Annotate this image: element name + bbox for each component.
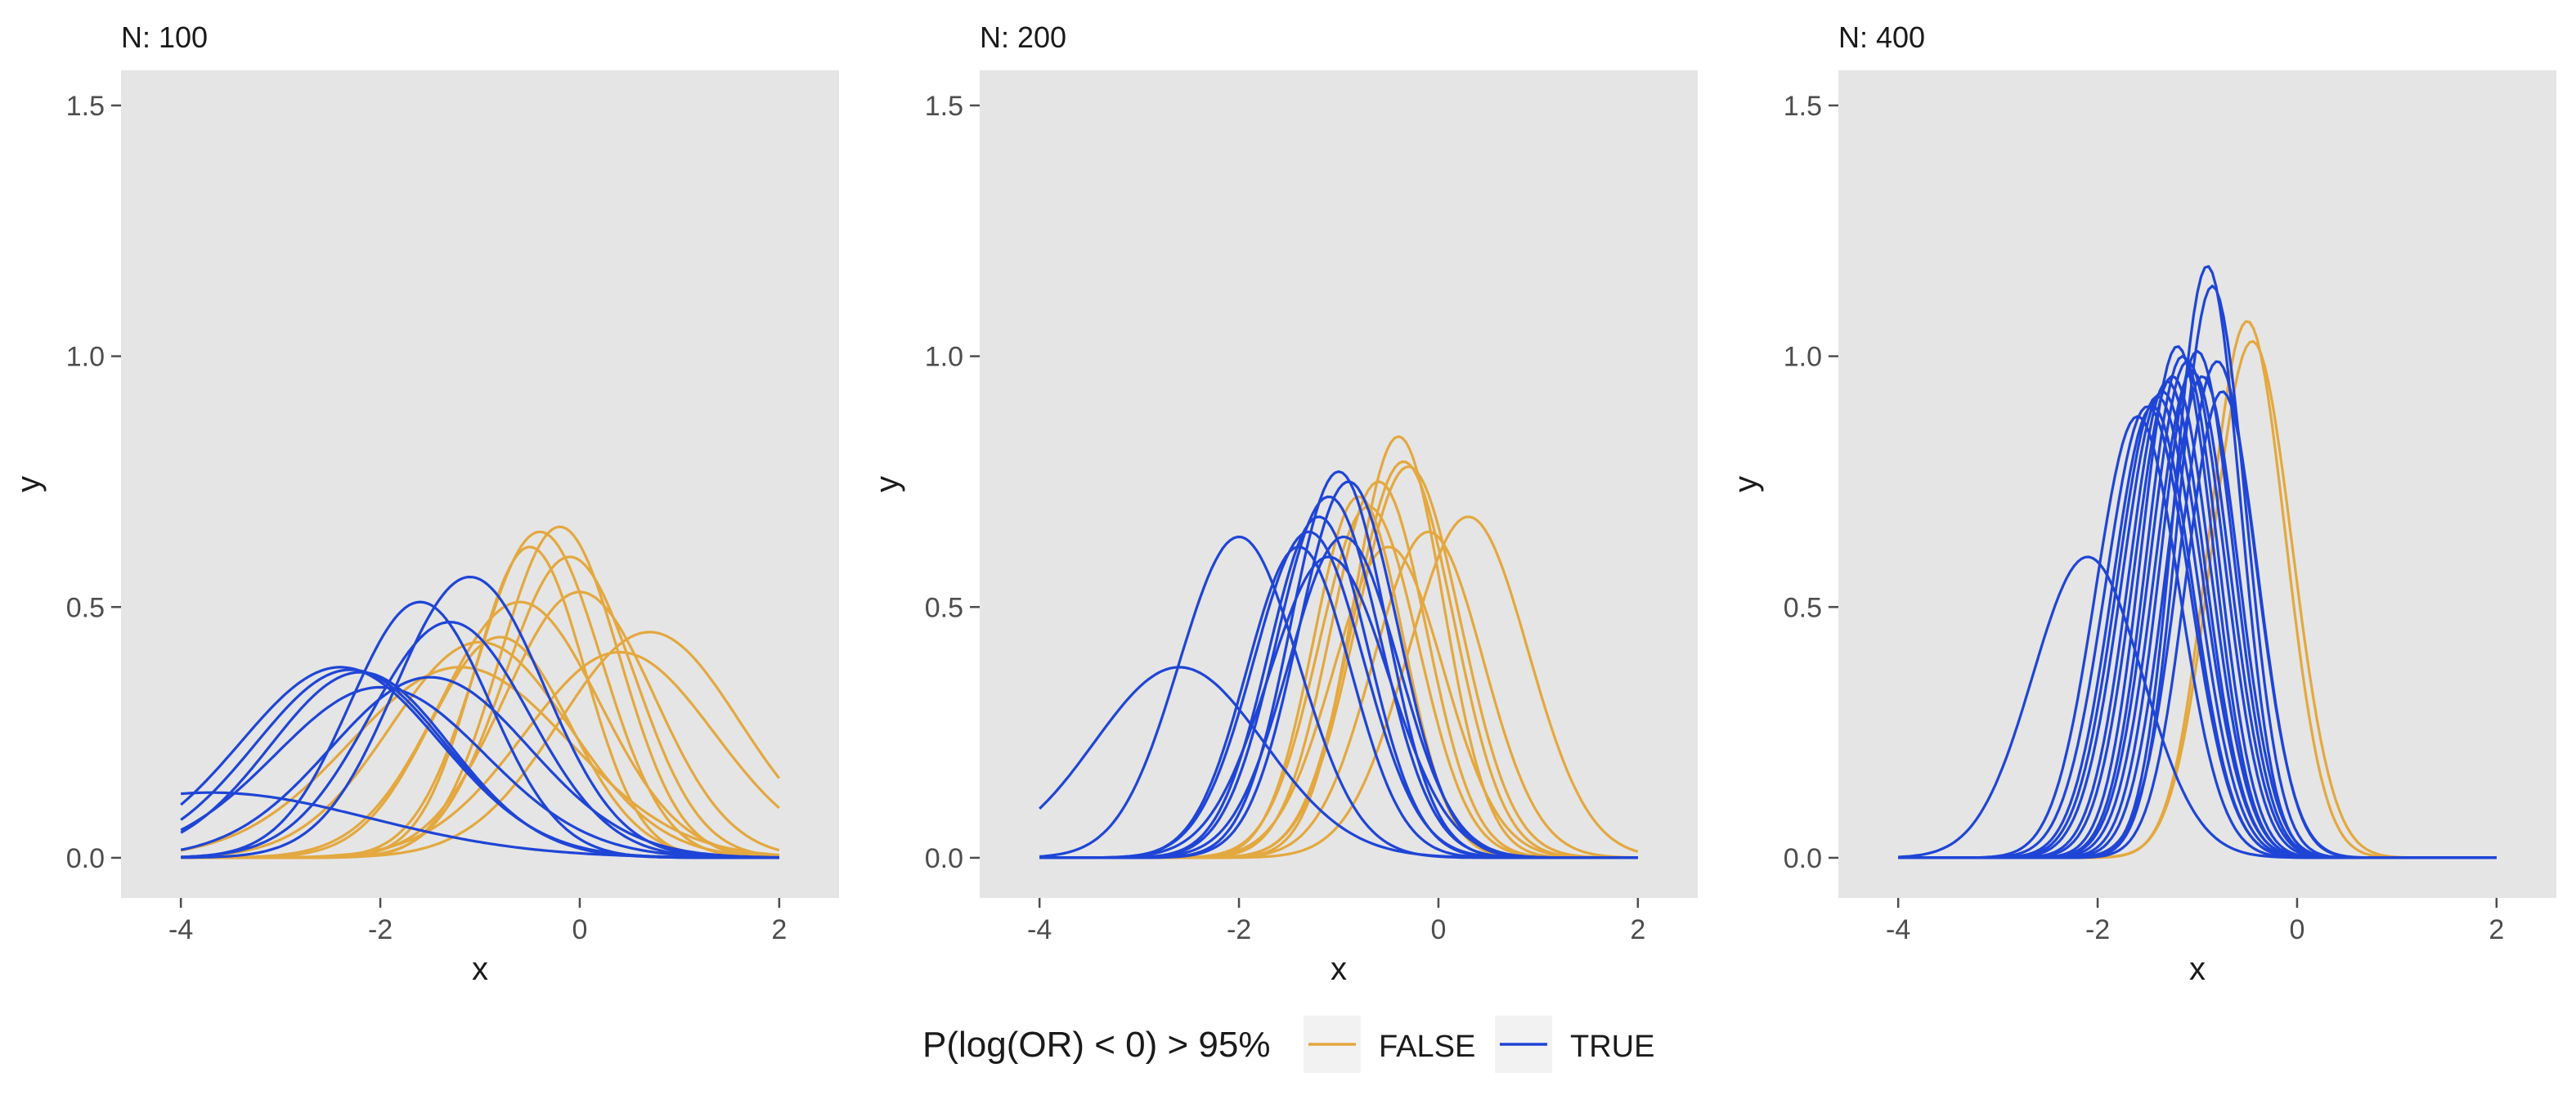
y-tick-label: 0.5: [66, 592, 105, 623]
facet-panel-1: N: 100 0.0 0.5 1.0 1.5 -4 -2 0 2 x y: [11, 20, 839, 987]
y-tick-label: 0.5: [1784, 592, 1822, 623]
facet-title: N: 100: [121, 20, 208, 54]
density-curve-true: [181, 791, 779, 859]
x-tick-label: 0: [572, 914, 587, 945]
y-tick-label: 0.5: [925, 592, 963, 623]
y-tick-label: 1.0: [66, 342, 105, 373]
x-tick-label: -4: [1886, 914, 1910, 945]
legend-label-true: TRUE: [1570, 1030, 1654, 1064]
y-tick-label: 1.5: [925, 91, 963, 122]
facet-panel-3: N: 400 0.0 0.5 1.0 1.5 -4 -2 0 2 x y: [1728, 20, 2556, 987]
x-tick-label: 2: [771, 914, 787, 945]
density-curves: [1039, 435, 1639, 859]
y-axis-title: y: [869, 476, 905, 492]
x-axis-title: x: [472, 951, 488, 987]
y-tick-label: 0.0: [925, 843, 963, 874]
x-axis-title: x: [2189, 951, 2206, 987]
density-curves: [180, 525, 781, 859]
y-tick-label: 1.5: [1784, 91, 1822, 122]
density-curve-true: [180, 685, 779, 859]
x-tick-label: 0: [2289, 914, 2304, 945]
x-tick-label: 2: [2488, 914, 2504, 945]
facet-title: N: 200: [980, 20, 1066, 54]
y-tick-label: 1.0: [925, 342, 963, 373]
density-curve-false: [181, 640, 779, 859]
x-tick-label: -4: [168, 914, 193, 945]
legend-title: P(log(OR) < 0) > 95%: [922, 1025, 1271, 1065]
legend-label-false: FALSE: [1379, 1030, 1475, 1064]
y-tick-label: 1.5: [66, 91, 105, 122]
x-tick-label: 0: [1430, 914, 1446, 945]
facet-panel-2: N: 200 0.0 0.5 1.0 1.5 -4 -2 0 2 x y: [869, 20, 1698, 987]
x-tick-label: -2: [2085, 914, 2110, 945]
density-curves: [1898, 265, 2497, 859]
x-tick-label: -2: [1227, 914, 1251, 945]
density-curve-true: [1039, 666, 1638, 859]
y-tick-label: 0.0: [1784, 843, 1822, 874]
x-tick-label: 2: [1630, 914, 1645, 945]
density-curve-true: [1898, 555, 2497, 859]
x-tick-label: -2: [368, 914, 393, 945]
density-curve-false: [180, 666, 779, 857]
density-curve-true: [181, 575, 779, 859]
y-tick-label: 0.0: [66, 843, 105, 874]
y-tick-label: 1.0: [1784, 342, 1822, 373]
x-axis-title: x: [1331, 951, 1347, 987]
legend: P(log(OR) < 0) > 95% FALSE TRUE: [922, 1016, 1654, 1073]
y-axis-title: y: [11, 476, 47, 492]
x-tick-label: -4: [1027, 914, 1052, 945]
y-axis-title: y: [1728, 476, 1764, 492]
panel-background: [980, 70, 1698, 898]
facet-title: N: 400: [1838, 20, 1925, 54]
